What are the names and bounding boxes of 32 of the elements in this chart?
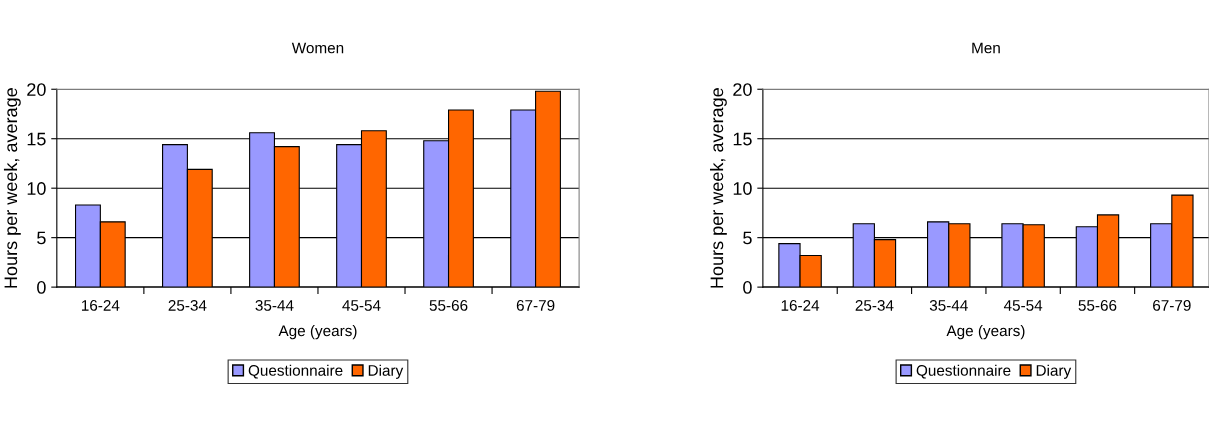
y-tick-label: 10 xyxy=(27,182,46,195)
y-tick-label: 0 xyxy=(743,281,752,294)
x-tick-label: 25-34 xyxy=(168,300,207,311)
y-tick-label: 20 xyxy=(733,83,752,96)
x-tick-label: 45-54 xyxy=(342,300,381,311)
y-axis-title: Hours per week, average xyxy=(709,88,727,288)
x-tick-label: 67-79 xyxy=(1153,300,1191,311)
y-tick-label: 0 xyxy=(37,281,46,294)
x-tick-label: 25-34 xyxy=(855,300,894,311)
y-tick-label: 5 xyxy=(37,231,46,245)
legend-label: Diary xyxy=(368,364,404,379)
x-tick-label: 55-66 xyxy=(1078,300,1117,311)
y-tick-label: 15 xyxy=(27,132,46,146)
y-axis-title: Hours per week, average xyxy=(3,88,21,288)
x-tick-label: 55-66 xyxy=(429,300,468,311)
chart-title: Women xyxy=(291,42,344,54)
y-tick-label: 20 xyxy=(27,83,46,96)
y-tick-label: 15 xyxy=(733,132,752,146)
x-tick-label: 35-44 xyxy=(929,300,968,311)
chart-title: Men xyxy=(972,42,1000,54)
legend-label: Diary xyxy=(1036,364,1072,379)
x-tick-label: 16-24 xyxy=(781,300,820,311)
y-tick-label: 5 xyxy=(743,231,752,245)
x-axis-title: Age (years) xyxy=(278,324,357,340)
x-tick-label: 67-79 xyxy=(516,300,555,311)
x-tick-label: 16-24 xyxy=(81,300,120,311)
x-tick-label: 35-44 xyxy=(255,300,294,311)
legend-label: Questionnaire xyxy=(248,364,343,379)
y-tick-label: 10 xyxy=(733,182,752,195)
x-tick-label: 45-54 xyxy=(1003,300,1043,311)
legend-label: Questionnaire xyxy=(916,364,1011,379)
x-axis-title: Age (years) xyxy=(946,324,1025,340)
